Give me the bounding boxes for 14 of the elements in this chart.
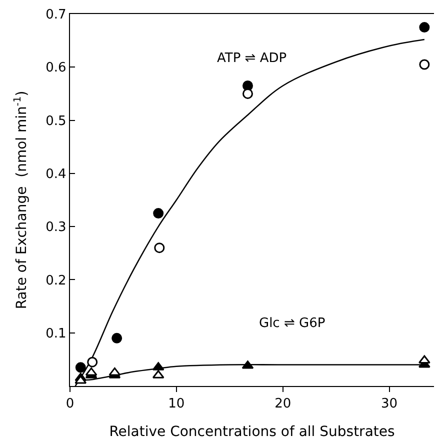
y-tick-label: 0.4 [46, 166, 66, 182]
y-tick-label: 0.5 [46, 114, 66, 129]
x-tick-label: 10 [168, 396, 185, 412]
y-tick-label: 0.3 [46, 220, 66, 236]
annotation: Glc ⇌ G6P [259, 316, 326, 331]
x-axis-title: Relative Concentrations of all Substrates [109, 424, 395, 440]
y-tick-label: 0.1 [46, 326, 66, 342]
x-tick-label: 0 [66, 396, 74, 412]
x-tick-label: 20 [274, 396, 292, 412]
y-tick-label: 0.2 [46, 273, 66, 288]
x-tick-label: 30 [381, 396, 398, 412]
annotation: ATP ⇌ ADP [217, 51, 287, 66]
y-tick-label: 0.6 [46, 60, 66, 76]
y-tick-label: 0.7 [46, 8, 66, 23]
